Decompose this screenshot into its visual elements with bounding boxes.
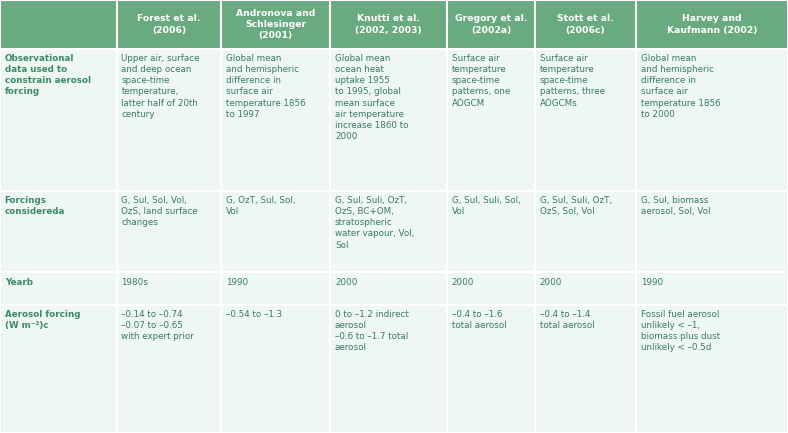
Text: Surface air
temperature
space-time
patterns, three
AOGCMs: Surface air temperature space-time patte… [540, 54, 604, 107]
Text: G, OzT, Sul, Sol,
Vol: G, OzT, Sul, Sol, Vol [226, 196, 296, 216]
Text: –0.54 to –1.3: –0.54 to –1.3 [226, 310, 282, 319]
Text: Fossil fuel aerosol
unlikely < –1,
biomass plus dust
unlikely < –0.5d: Fossil fuel aerosol unlikely < –1, bioma… [641, 310, 719, 352]
Bar [535, 49, 636, 191]
Text: Aerosol forcing
(W m⁻²)c: Aerosol forcing (W m⁻²)c [5, 310, 80, 330]
Bar [0, 305, 117, 433]
Bar [636, 272, 788, 305]
Bar [535, 0, 636, 49]
Text: –0.14 to –0.74
–0.07 to –0.65
with expert prior: –0.14 to –0.74 –0.07 to –0.65 with exper… [121, 310, 194, 341]
Text: Surface air
temperature
space-time
patterns, one
AOGCM: Surface air temperature space-time patte… [452, 54, 510, 107]
Bar [117, 191, 221, 272]
Bar [221, 0, 330, 49]
Bar [330, 305, 447, 433]
Text: G, Sul, Suli, OzT,
OzS, BC+OM,
stratospheric
water vapour, Vol,
Sol: G, Sul, Suli, OzT, OzS, BC+OM, stratosph… [335, 196, 414, 249]
Text: Gregory et al.
(2002a): Gregory et al. (2002a) [455, 14, 527, 35]
Bar [117, 49, 221, 191]
Text: Forest et al.
(2006): Forest et al. (2006) [137, 14, 201, 35]
Bar [447, 272, 535, 305]
Bar [117, 272, 221, 305]
Bar [447, 305, 535, 433]
Text: Global mean
ocean heat
uptake 1955
to 1995, global
mean surface
air temperature
: Global mean ocean heat uptake 1955 to 19… [335, 54, 408, 141]
Bar [535, 305, 636, 433]
Text: Global mean
and hemispheric
difference in
surface air
temperature 1856
to 1997: Global mean and hemispheric difference i… [226, 54, 306, 119]
Bar [330, 191, 447, 272]
Bar [0, 191, 117, 272]
Bar [636, 305, 788, 433]
Bar [535, 191, 636, 272]
Text: 0 to –1.2 indirect
aerosol
–0.6 to –1.7 total
aerosol: 0 to –1.2 indirect aerosol –0.6 to –1.7 … [335, 310, 409, 352]
Text: 1990: 1990 [641, 278, 663, 287]
Bar [221, 49, 330, 191]
Bar [535, 272, 636, 305]
Text: 1980s: 1980s [121, 278, 148, 287]
Bar [117, 305, 221, 433]
Bar [221, 305, 330, 433]
Text: –0.4 to –1.4
total aerosol: –0.4 to –1.4 total aerosol [540, 310, 594, 330]
Text: –0.4 to –1.6
total aerosol: –0.4 to –1.6 total aerosol [452, 310, 506, 330]
Bar [221, 272, 330, 305]
Bar [330, 272, 447, 305]
Bar [636, 0, 788, 49]
Text: Global mean
and hemispheric
difference in
surface air
temperature 1856
to 2000: Global mean and hemispheric difference i… [641, 54, 720, 119]
Bar [0, 272, 117, 305]
Bar [117, 0, 221, 49]
Text: 2000: 2000 [540, 278, 562, 287]
Text: G, Sul, Sol, Vol,
OzS, land surface
changes: G, Sul, Sol, Vol, OzS, land surface chan… [121, 196, 198, 227]
Text: Knutti et al.
(2002, 2003): Knutti et al. (2002, 2003) [355, 14, 422, 35]
Text: Upper air, surface
and deep ocean
space-time
temperature,
latter half of 20th
ce: Upper air, surface and deep ocean space-… [121, 54, 200, 119]
Text: 1990: 1990 [226, 278, 248, 287]
Bar [447, 49, 535, 191]
Text: G, Sul, biomass
aerosol, Sol, Vol: G, Sul, biomass aerosol, Sol, Vol [641, 196, 710, 216]
Bar [0, 0, 117, 49]
Text: G, Sul, Suli, Sol,
Vol: G, Sul, Suli, Sol, Vol [452, 196, 520, 216]
Text: Harvey and
Kaufmann (2002): Harvey and Kaufmann (2002) [667, 14, 757, 35]
Bar [447, 191, 535, 272]
Text: 2000: 2000 [335, 278, 357, 287]
Bar [221, 191, 330, 272]
Bar [636, 49, 788, 191]
Text: Stott et al.
(2006c): Stott et al. (2006c) [557, 14, 614, 35]
Bar [447, 0, 535, 49]
Text: G, Sul, Suli, OzT,
OzS, Sol, Vol: G, Sul, Suli, OzT, OzS, Sol, Vol [540, 196, 612, 216]
Text: Yearb: Yearb [5, 278, 33, 287]
Bar [636, 191, 788, 272]
Bar [0, 49, 117, 191]
Text: Observational
data used to
constrain aerosol
forcing: Observational data used to constrain aer… [5, 54, 91, 97]
Text: Forcings
considereda: Forcings considereda [5, 196, 65, 216]
Bar [330, 49, 447, 191]
Bar [330, 0, 447, 49]
Text: 2000: 2000 [452, 278, 474, 287]
Text: Andronova and
Schlesinger
(2001): Andronova and Schlesinger (2001) [236, 9, 315, 40]
